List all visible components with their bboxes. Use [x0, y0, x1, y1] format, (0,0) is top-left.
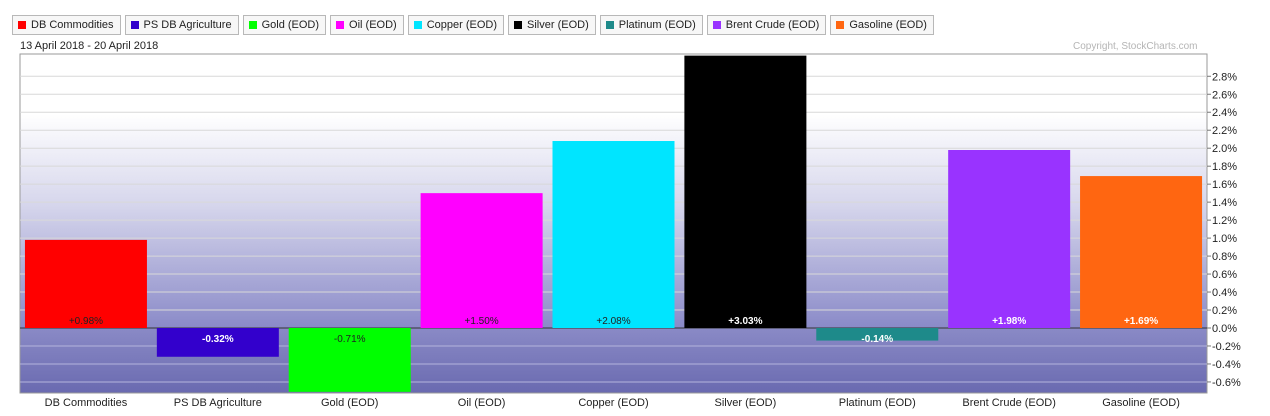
legend-swatch — [130, 21, 139, 29]
legend-item-1[interactable]: PS DB Agriculture — [124, 15, 239, 35]
bar-3 — [420, 193, 543, 328]
legend-label: Copper (EOD) — [426, 19, 498, 31]
x-tick-label-6: Platinum (EOD) — [839, 397, 916, 409]
y-tick-label: -0.4% — [1212, 359, 1241, 371]
legend-item-8[interactable]: Gasoline (EOD) — [830, 15, 934, 35]
legend-item-0[interactable]: DB Commodities — [12, 15, 121, 35]
legend-item-2[interactable]: Gold (EOD) — [242, 15, 327, 35]
legend-swatch — [248, 21, 257, 29]
legend-swatch — [712, 21, 721, 29]
bar-7 — [948, 149, 1071, 328]
bar-label-4: +2.08% — [596, 316, 630, 327]
y-tick-label: 1.6% — [1212, 179, 1237, 191]
x-tick-label-3: Oil (EOD) — [458, 397, 506, 409]
legend-item-5[interactable]: Silver (EOD) — [508, 15, 596, 35]
y-tick-label: 2.4% — [1212, 107, 1237, 119]
y-tick-label: 0.8% — [1212, 251, 1237, 263]
legend: DB Commodities PS DB Agriculture Gold (EOD… — [12, 15, 934, 35]
y-tick-label: 2.8% — [1212, 71, 1237, 83]
bar-label-7: +1.98% — [992, 316, 1026, 327]
bar-label-1: -0.32% — [202, 334, 234, 345]
y-tick-label: 0.2% — [1212, 305, 1237, 317]
bar-6 — [816, 328, 939, 341]
bar-2 — [288, 328, 411, 392]
plot-border — [19, 53, 1208, 394]
y-tick-label: 1.4% — [1212, 197, 1237, 209]
legend-item-7[interactable]: Brent Crude (EOD) — [706, 15, 827, 35]
legend-swatch — [336, 21, 345, 29]
legend-label: Gasoline (EOD) — [849, 19, 927, 31]
legend-swatch — [514, 21, 523, 29]
x-tick-label-0: DB Commodities — [45, 397, 128, 409]
x-tick-label-1: PS DB Agriculture — [174, 397, 262, 409]
bar-label-6: -0.14% — [861, 334, 893, 345]
y-tick-label: 1.0% — [1212, 233, 1237, 245]
legend-swatch — [18, 21, 26, 29]
copyright-notice: Copyright, StockCharts.com — [1073, 41, 1198, 52]
legend-label: DB Commodities — [31, 19, 114, 31]
bar-label-3: +1.50% — [465, 316, 499, 327]
x-tick-label-4: Copper (EOD) — [578, 397, 648, 409]
legend-swatch — [836, 21, 845, 29]
legend-item-6[interactable]: Platinum (EOD) — [599, 15, 703, 35]
x-tick-label-2: Gold (EOD) — [321, 397, 378, 409]
bar-label-2: -0.71% — [334, 334, 366, 345]
y-tick-label: -0.2% — [1212, 341, 1241, 353]
y-tick-label: -0.6% — [1212, 377, 1241, 389]
legend-label: Oil (EOD) — [349, 19, 397, 31]
bar-8 — [1080, 176, 1203, 328]
legend-label: PS DB Agriculture — [143, 19, 232, 31]
legend-label: Silver (EOD) — [527, 19, 589, 31]
y-tick-label: 0.6% — [1212, 269, 1237, 281]
y-tick-label: 0.0% — [1212, 323, 1237, 335]
y-tick-label: 1.8% — [1212, 161, 1237, 173]
bar-1 — [156, 328, 279, 357]
x-tick-label-8: Gasoline (EOD) — [1102, 397, 1180, 409]
bar-5 — [684, 55, 807, 329]
y-tick-label: 1.2% — [1212, 215, 1237, 227]
date-range: 13 April 2018 - 20 April 2018 — [20, 40, 159, 52]
bar-label-0: +0.98% — [69, 316, 103, 327]
x-tick-label-5: Silver (EOD) — [715, 397, 777, 409]
bar-label-5: +3.03% — [728, 316, 762, 327]
legend-item-3[interactable]: Oil (EOD) — [330, 15, 404, 35]
legend-label: Brent Crude (EOD) — [725, 19, 820, 31]
bar-label-8: +1.69% — [1124, 316, 1158, 327]
y-tick-label: 2.2% — [1212, 125, 1237, 137]
bar-4 — [552, 141, 675, 328]
legend-swatch — [413, 21, 422, 29]
y-tick-label: 0.4% — [1212, 287, 1237, 299]
legend-label: Gold (EOD) — [261, 19, 320, 31]
legend-label: Platinum (EOD) — [618, 19, 696, 31]
y-tick-label: 2.6% — [1212, 89, 1237, 101]
bar-0 — [24, 239, 147, 328]
x-tick-label-7: Brent Crude (EOD) — [962, 397, 1056, 409]
legend-item-4[interactable]: Copper (EOD) — [407, 15, 505, 35]
legend-swatch — [605, 21, 614, 29]
y-tick-label: 2.0% — [1212, 143, 1237, 155]
